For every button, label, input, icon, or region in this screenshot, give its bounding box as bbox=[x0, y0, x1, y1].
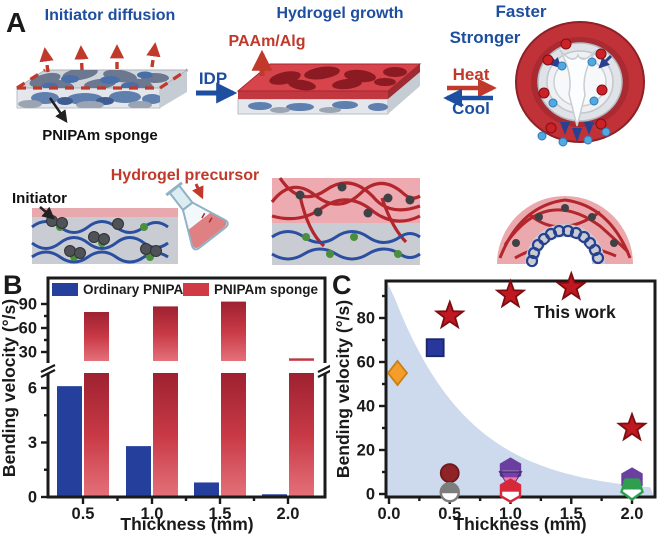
panel-a-letter: A bbox=[6, 7, 26, 38]
y-tick-label: 40 bbox=[357, 398, 375, 416]
y-axis-title: Bending velocity (°/s) bbox=[0, 299, 19, 477]
y-tick-label: 60 bbox=[357, 354, 375, 372]
x-axis-title: Thickness (mm) bbox=[453, 514, 586, 534]
y-axis-title: Bending velocity (°/s) bbox=[333, 300, 353, 478]
marker-this-work bbox=[433, 299, 466, 330]
legend-label-sponge: PNIPAm sponge bbox=[214, 282, 319, 297]
bar-sponge-upper-2.0 bbox=[289, 358, 314, 361]
marker-this-work bbox=[494, 278, 527, 309]
label-heat: Heat bbox=[453, 65, 490, 84]
panel-b-bar-chart: B 30 60 90 0 3 6 0.5 1.0 1.5 2.0 Ordinary PNIPAm PN… bbox=[0, 270, 330, 534]
legend-label-ordinary: Ordinary PNIPAm bbox=[83, 282, 195, 297]
marker-this-work bbox=[555, 270, 588, 301]
panel-a-illustration: A Initiator diffusion Hydrogel growth Fa… bbox=[6, 2, 645, 268]
tick-label: 90 bbox=[19, 296, 37, 314]
collapsed-coil bbox=[525, 224, 605, 268]
tick-label: 2.0 bbox=[277, 505, 300, 523]
panel-b-letter: B bbox=[3, 270, 23, 300]
panel-c-scatter-chart: C 0 20 40 60 80 0.0 0.5 1.0 1.5 2.0 Thickness (mm)… bbox=[332, 270, 657, 534]
x-tick-label: 1.5 bbox=[560, 505, 583, 523]
x-axis-title: Thickness (mm) bbox=[120, 514, 253, 534]
label-initiator: Initiator bbox=[12, 190, 67, 207]
marker-this-work bbox=[616, 411, 648, 442]
crosslink-dots-green-2 bbox=[302, 233, 402, 258]
x-tick-label: 0.5 bbox=[438, 505, 461, 523]
label-pnipam-sponge: PNIPAm sponge bbox=[42, 127, 158, 144]
bar-sponge-upper-1.0 bbox=[153, 306, 178, 361]
marker-ref-gray-circle bbox=[439, 482, 460, 503]
tick-label: 1.0 bbox=[141, 505, 164, 523]
initiator-loaded-block bbox=[31, 208, 178, 264]
y-tick-label: 0 bbox=[366, 486, 375, 504]
bar-sponge-upper-0.5 bbox=[84, 312, 109, 361]
pnipam-sponge-pointer-arrow bbox=[48, 97, 68, 124]
initiator-spheres bbox=[46, 215, 162, 259]
bent-arch bbox=[497, 196, 633, 268]
label-hydrogel-growth: Hydrogel growth bbox=[276, 5, 403, 22]
tick-label: 0 bbox=[28, 489, 37, 507]
tick-label: 3 bbox=[28, 434, 37, 452]
initiator-pointer-arrow bbox=[39, 206, 55, 220]
label-faster: Faster bbox=[495, 2, 546, 21]
marker-ref-darkred-circle bbox=[439, 463, 460, 484]
tick-label: 1.5 bbox=[209, 505, 232, 523]
bar-sponge-lower-0.5 bbox=[84, 373, 109, 497]
tick-label: 6 bbox=[28, 379, 37, 397]
label-initiator-diffusion: Initiator diffusion bbox=[45, 7, 176, 24]
initiator-dots-red bbox=[538, 38, 608, 134]
bar-sponge-lower-1.0 bbox=[153, 373, 178, 497]
precursor-flask-icon bbox=[165, 181, 229, 251]
rolled-tube-actuator bbox=[515, 21, 645, 147]
water-dots-cyan bbox=[537, 57, 611, 147]
marker-ref-green-pentagon bbox=[620, 478, 644, 501]
legend-swatch-ordinary bbox=[52, 283, 78, 296]
hydrogel-grown-slab bbox=[236, 49, 422, 115]
label-cool: Cool bbox=[452, 99, 490, 118]
x-tick-label: 2.0 bbox=[621, 505, 644, 523]
label-idp: IDP bbox=[199, 69, 227, 88]
marker-ref-orange-diamond bbox=[386, 359, 409, 387]
annotation-this-work: This work bbox=[534, 302, 616, 322]
initiator-diffusion-arrows bbox=[39, 42, 161, 73]
axis-break-mark bbox=[317, 369, 330, 378]
x-tick-label: 1.0 bbox=[499, 505, 522, 523]
panel-c-letter: C bbox=[332, 270, 352, 300]
label-stronger: Stronger bbox=[450, 28, 521, 47]
bar-sponge-upper-1.5 bbox=[221, 301, 246, 361]
bar-ordinary-1.0 bbox=[126, 446, 151, 497]
bilayer-network-block bbox=[270, 177, 421, 265]
bar-sponge-lower-1.5 bbox=[221, 373, 246, 497]
legend-swatch-sponge bbox=[183, 283, 209, 296]
label-hydrogel-precursor: Hydrogel precursor bbox=[111, 167, 259, 184]
bar-sponge-lower-2.0 bbox=[289, 373, 314, 497]
y-tick-label: 20 bbox=[357, 442, 375, 460]
marker-ref-navy-square bbox=[425, 338, 445, 358]
precursor-pointer-arrow bbox=[192, 183, 204, 200]
bar-ordinary-0.5 bbox=[57, 386, 82, 497]
tick-label: 30 bbox=[19, 344, 37, 362]
tick-label: 60 bbox=[19, 320, 37, 338]
axis-break-mark bbox=[317, 364, 330, 373]
marker-ref-red-hexagon bbox=[499, 478, 522, 504]
label-paam-alg: PAAm/Alg bbox=[228, 33, 305, 50]
pnipam-sponge-slab bbox=[15, 42, 189, 109]
axis-break-mark bbox=[40, 364, 56, 373]
tick-label: 0.5 bbox=[72, 505, 95, 523]
bar-ordinary-1.5 bbox=[194, 482, 219, 497]
y-tick-label: 80 bbox=[357, 310, 375, 328]
axis-break-mark bbox=[40, 369, 56, 378]
x-tick-label: 0.0 bbox=[378, 505, 401, 523]
shaded-trend-region bbox=[387, 282, 654, 496]
crosslink-dots-dark bbox=[295, 182, 415, 218]
